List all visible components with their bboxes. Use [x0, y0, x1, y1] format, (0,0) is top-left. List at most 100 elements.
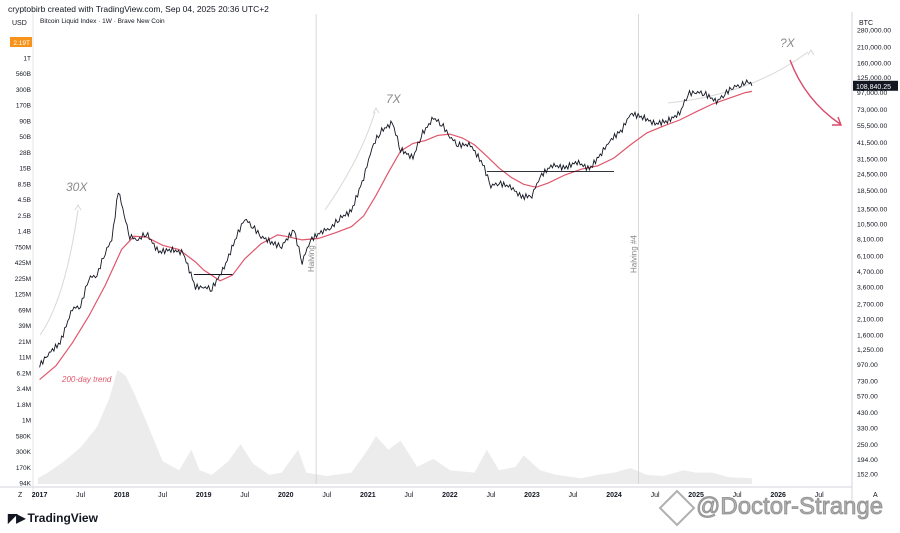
tradingview-logo-text: TradingView	[27, 511, 98, 525]
left-tick-label: 39M	[18, 323, 31, 330]
time-tick-label: Jul	[404, 492, 413, 499]
time-tick-label: 2025	[688, 492, 704, 499]
range-boxes	[193, 171, 615, 275]
left-tick-label: 1.8M	[17, 402, 31, 409]
annotation-future-x: ?X	[780, 36, 796, 50]
annotation-30x: 30X	[66, 180, 88, 194]
projection-arrow	[789, 59, 841, 125]
right-tick-label: 430.00	[857, 410, 878, 417]
time-tick-label: Jul	[322, 492, 331, 499]
left-tick-label: 28B	[19, 150, 31, 157]
time-tick-label: Jul	[486, 492, 495, 499]
guide-curves	[39, 49, 843, 336]
left-tick-label: 11M	[19, 355, 31, 362]
right-tick-label: 280,000.00	[857, 28, 891, 35]
price-series-line	[39, 78, 753, 368]
left-tick-label: 300B	[16, 87, 31, 94]
left-tick-label: 21M	[18, 339, 31, 346]
left-tick-label: 8.5B	[18, 181, 31, 188]
halving-label-1: Halving	[307, 245, 316, 272]
time-axis-left-marker: Z	[18, 492, 23, 499]
left-tick-label: 225M	[15, 276, 31, 283]
right-tick-label: 970.00	[857, 362, 878, 369]
left-tick-label: 425M	[15, 260, 31, 267]
left-tick-label: 1.4B	[18, 229, 31, 236]
time-tick-label: 2022	[442, 492, 458, 499]
right-tick-label: 330.00	[857, 426, 878, 433]
right-tick-label: 10,500.00	[857, 221, 887, 228]
left-tick-label: 125M	[15, 292, 31, 299]
left-tick-label: 300K	[16, 449, 32, 456]
right-tick-label: 570.00	[857, 393, 878, 400]
7x-guide-curve-head	[372, 107, 380, 114]
price-line	[39, 78, 753, 368]
tradingview-logo-icon: ◤▶	[8, 511, 25, 525]
right-tick-label: 194.00	[857, 457, 878, 464]
chart-credit: cryptobirb created with TradingView.com,…	[8, 4, 269, 14]
left-tick-label: 1T	[23, 55, 31, 62]
time-tick-label: 2026	[770, 492, 786, 499]
volume-shape	[37, 370, 752, 484]
volume-area	[37, 370, 752, 484]
watermark: @Doctor-Strange	[658, 489, 884, 527]
left-tick-label: 50B	[19, 134, 31, 141]
left-tick-label: 2.5B	[18, 213, 31, 220]
time-tick-label: Jul	[158, 492, 167, 499]
time-tick-label: 2018	[114, 492, 130, 499]
watermark-icon	[658, 489, 696, 527]
right-tick-label: 18,500.00	[857, 188, 887, 195]
left-tick-label: 69M	[18, 307, 31, 314]
7x-guide-curve	[324, 111, 376, 211]
future-guide-curve-head	[807, 49, 815, 56]
watermark-text: @Doctor-Strange	[695, 493, 884, 521]
left-tag-label: 2.19T	[13, 40, 30, 47]
projection-arrow-head	[832, 116, 843, 126]
left-tick-label: 90B	[19, 118, 31, 125]
time-tick-label: 2021	[360, 492, 376, 499]
time-tick-label: Jul	[240, 492, 249, 499]
annotation-200d-trend: 200-day trend	[61, 375, 112, 384]
right-tick-label: 1,600.00	[857, 332, 884, 339]
annotations: 30X 7X ?X 200-day trend	[61, 36, 796, 384]
right-tick-label: 55,500.00	[857, 123, 887, 130]
right-tick-label: 125,000.00	[857, 75, 891, 82]
time-tick-label: Jul	[651, 492, 660, 499]
left-tick-label: 1M	[22, 418, 31, 425]
time-tick-label: 2020	[278, 492, 294, 499]
tradingview-logo: ◤▶ TradingView	[8, 511, 98, 525]
right-tick-label: 8,100.00	[857, 237, 884, 244]
left-tick-label: 580K	[16, 433, 32, 440]
right-tick-label: 730.00	[857, 379, 878, 386]
last-price-tag-label: 108,840.25	[856, 84, 891, 91]
time-tick-label: Jul	[815, 492, 824, 499]
right-tick-label: 6,100.00	[857, 253, 884, 260]
chart-subtitle: Bitcoin Liquid Index · 1W · Brave New Co…	[40, 18, 165, 25]
time-tick-label: Jul	[569, 492, 578, 499]
right-tick-label: 2,700.00	[857, 302, 884, 309]
left-tick-label: 4.5B	[18, 197, 31, 204]
left-tick-label: 750M	[15, 244, 31, 251]
time-tick-label: Jul	[76, 492, 85, 499]
left-tick-label: 170K	[16, 465, 32, 472]
left-tick-label: 94K	[19, 481, 31, 488]
30x-guide-curve	[39, 209, 79, 336]
time-tick-label: Jul	[733, 492, 742, 499]
annotation-7x: 7X	[386, 92, 402, 106]
time-tick-label: 2024	[606, 492, 622, 499]
time-tick-label: 2019	[196, 492, 212, 499]
right-tick-label: 73,000.00	[857, 107, 887, 114]
left-tick-label: 3.4M	[17, 386, 31, 393]
right-tick-label: 4,700.00	[857, 269, 884, 276]
time-axis: Z 2017 Jul 2018 Jul 2019 Jul 2020 Jul 2021 Jul 2022…	[0, 486, 878, 499]
right-tick-label: 1,250.00	[857, 347, 884, 354]
left-tick-label: 170B	[16, 103, 31, 110]
last-price-tag-box	[853, 80, 898, 91]
30x-guide-curve-head	[74, 204, 82, 211]
time-tick-label: 2023	[524, 492, 540, 499]
right-tick-label: 210,000.00	[857, 44, 891, 51]
left-tag-box	[10, 37, 32, 47]
right-tick-label: 13,500.00	[857, 206, 887, 213]
left-tick-label: 15B	[19, 166, 31, 173]
